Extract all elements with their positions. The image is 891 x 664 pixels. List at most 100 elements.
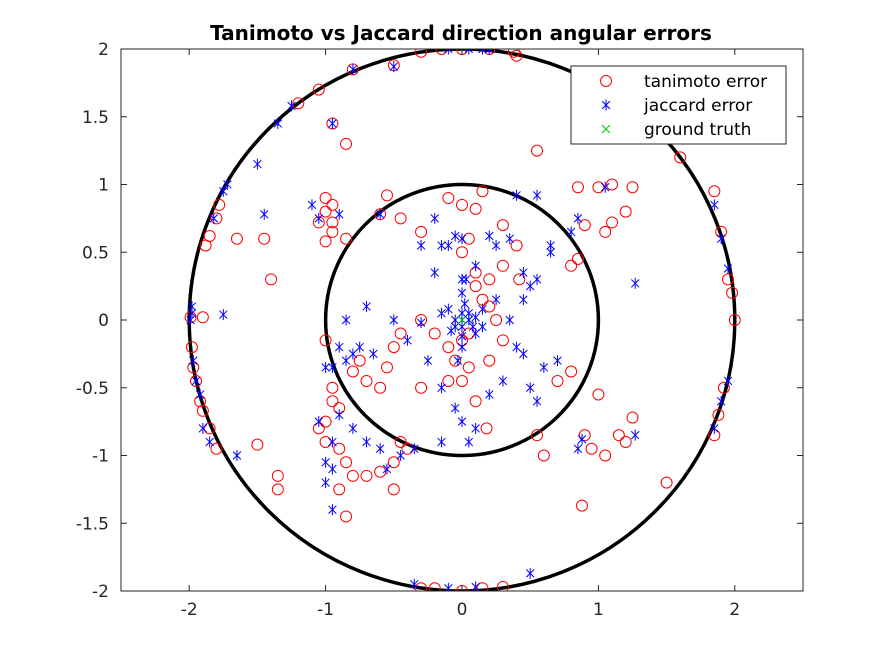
- tanimoto-error-point: [483, 300, 496, 313]
- tanimoto-error-point: [319, 435, 332, 448]
- tanimoto-error-point: [606, 216, 619, 229]
- tanimoto-error-point: [513, 273, 526, 286]
- jaccard-error-point: [577, 433, 587, 445]
- jaccard-error-point: [573, 212, 583, 224]
- tanimoto-error-point: [483, 354, 496, 367]
- tanimoto-error-point: [333, 483, 346, 496]
- jaccard-error-point: [186, 314, 195, 326]
- reference-circle-r2: [187, 49, 737, 591]
- tanimoto-error-point: [578, 429, 591, 442]
- reference-circle-r1: [323, 182, 601, 458]
- jaccard-error-point: [209, 212, 219, 224]
- jaccard-error-point: [348, 63, 358, 75]
- tanimoto-error-point: [340, 232, 353, 245]
- jaccard-error-point: [223, 179, 232, 190]
- tanimoto-error-point: [531, 144, 544, 157]
- tanimoto-error-point: [333, 442, 346, 455]
- jaccard-error-point: [219, 309, 228, 321]
- jaccard-error-point: [348, 422, 358, 434]
- jaccard-error-point: [450, 402, 460, 414]
- y-axis: 2 1.5 1 0.5 0 -0.5 -1 -1.5 -2: [76, 40, 803, 602]
- tanimoto-error-point: [462, 232, 475, 245]
- jaccard-error-point: [369, 348, 378, 360]
- jaccard-error-point: [512, 341, 521, 353]
- jaccard-error-point: [553, 355, 562, 367]
- jaccard-error-point: [355, 341, 364, 353]
- jaccard-error-point: [532, 189, 542, 201]
- jaccard-error-point: [187, 300, 197, 312]
- jaccard-error-point: [437, 382, 446, 394]
- jaccard-error-point: [532, 273, 542, 285]
- jaccard-error-point: [341, 314, 351, 326]
- jaccard-error-point: [321, 477, 330, 489]
- jaccard-error-point: [471, 422, 480, 434]
- jaccard-error-point: [423, 355, 433, 367]
- tanimoto-error-point: [483, 273, 496, 286]
- tanimoto-error-point: [394, 212, 407, 225]
- tanimoto-error-point: [387, 341, 400, 354]
- tanimoto-error-point: [265, 273, 278, 286]
- jaccard-error-point: [334, 409, 344, 421]
- jaccard-error-point: [334, 341, 344, 353]
- jaccard-error-point: [453, 355, 463, 367]
- jaccard-error-point: [314, 212, 324, 224]
- tanimoto-error-point: [578, 219, 591, 232]
- jaccard-error-point: [566, 226, 576, 238]
- jaccard-error-point: [403, 334, 412, 346]
- jaccard-error-point: [485, 49, 494, 55]
- jaccard-error-point: [457, 416, 467, 428]
- tanimoto-error-point: [251, 438, 264, 451]
- legend-box: [570, 65, 787, 145]
- tanimoto-error-point: [326, 216, 339, 229]
- jaccard-error-point: [307, 199, 317, 211]
- tanimoto-error-point: [551, 374, 564, 387]
- jaccard-error-point: [485, 230, 494, 242]
- jaccard-error-point: [630, 429, 640, 441]
- tanimoto-error-point: [210, 442, 223, 455]
- tanimoto-error-point: [340, 137, 353, 150]
- jaccard-error-point: [519, 267, 528, 279]
- tanimoto-error-point: [428, 327, 441, 340]
- jaccard-error-point: [710, 422, 719, 434]
- reference-circles: [187, 49, 737, 591]
- tanimoto-error-point: [435, 49, 448, 55]
- jaccard-error-point: [410, 578, 419, 590]
- jaccard-error-point: [321, 361, 330, 373]
- jaccard-error-point: [512, 189, 521, 201]
- tanimoto-error-point: [537, 449, 550, 462]
- jaccard-error-point: [573, 443, 583, 455]
- tanimoto-error-point: [394, 435, 407, 448]
- x-tick-label: 2: [729, 600, 740, 620]
- jaccard-error-point: [716, 233, 726, 245]
- y-tick-label: 0.5: [82, 243, 109, 263]
- jaccard-error-point: [328, 463, 337, 475]
- jaccard-error-point: [328, 436, 337, 448]
- tanimoto-error-point: [510, 49, 523, 62]
- legend-marker-tanimoto-error: [600, 75, 612, 87]
- tanimoto-error-point: [203, 422, 216, 435]
- jaccard-error-point: [328, 361, 337, 373]
- tanimoto-error-point: [319, 192, 332, 205]
- tanimoto-error-point: [340, 456, 353, 469]
- tanimoto-error-point: [415, 582, 428, 591]
- jaccard-error-point: [525, 567, 535, 579]
- jaccard-error-point: [375, 208, 385, 220]
- jaccard-error-point: [464, 307, 474, 319]
- x-tick-label: -1: [317, 600, 334, 620]
- y-tick-label: 2: [98, 40, 109, 60]
- jaccard-error-point: [519, 348, 528, 360]
- jaccard-error-point: [464, 49, 474, 55]
- jaccard-error-point: [716, 395, 726, 407]
- tanimoto-error-point: [626, 411, 639, 424]
- x-tick-label: 0: [457, 600, 468, 620]
- tanimoto-error-point: [442, 341, 455, 354]
- jaccard-error-point: [491, 239, 501, 251]
- jaccard-error-point: [389, 61, 399, 73]
- jaccard-error-point: [505, 314, 514, 326]
- tanimoto-error-point: [462, 327, 475, 340]
- tanimoto-error-point: [319, 205, 332, 218]
- jaccard-error-point: [321, 456, 330, 468]
- tanimoto-error-point: [449, 354, 462, 367]
- jaccard-error-point: [446, 325, 456, 337]
